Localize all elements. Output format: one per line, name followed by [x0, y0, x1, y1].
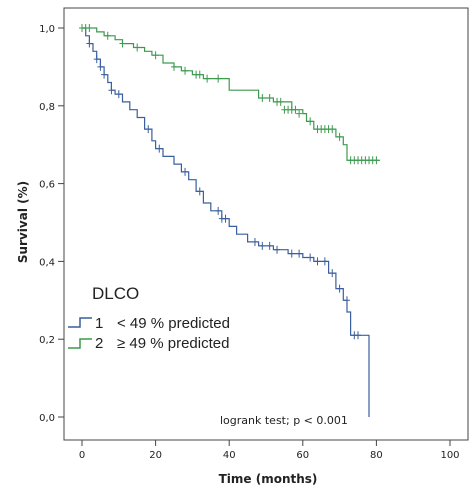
censor-mark-1 [329, 269, 336, 278]
censor-mark-2 [204, 74, 211, 83]
x-tick-label: 80 [370, 450, 383, 461]
x-axis-title: Time (months) [219, 472, 318, 486]
y-tick-label: 1,0 [39, 24, 55, 35]
censor-mark-2 [329, 125, 336, 134]
censor-mark-2 [196, 70, 203, 79]
censor-mark-1 [296, 249, 303, 258]
legend-title: DLCO [92, 284, 139, 303]
x-tick-label: 40 [223, 450, 236, 461]
censor-mark-2 [134, 43, 141, 52]
censor-mark-1 [355, 331, 361, 340]
legend-entry-2: 2 ≥ 49 % predicted [68, 335, 229, 352]
censor-mark-1 [97, 62, 104, 71]
censor-mark-1 [145, 125, 152, 134]
censor-mark-2 [182, 66, 189, 75]
censor-mark-2 [277, 97, 284, 106]
x-tick-label: 20 [149, 450, 162, 461]
censor-mark-1 [215, 206, 222, 215]
censor-mark-2 [86, 24, 93, 32]
censor-mark-2 [266, 94, 273, 103]
y-tick-label: 0,4 [39, 257, 55, 268]
censor-mark-2 [373, 156, 380, 165]
censor-mark-1 [156, 144, 163, 153]
legend-label-1: < 49 % predicted [117, 315, 230, 332]
logrank-annotation: logrank test; p < 0.001 [220, 414, 348, 427]
y-tick-label: 0,2 [39, 335, 55, 346]
censor-mark-1 [251, 237, 258, 246]
censor-mark-2 [259, 94, 266, 103]
censor-mark-1 [288, 249, 295, 258]
censor-mark-2 [215, 74, 222, 83]
censor-mark-1 [196, 187, 203, 196]
legend-swatch-1 [68, 317, 92, 328]
censor-mark-1 [115, 90, 122, 99]
censor-mark-2 [336, 132, 343, 141]
censor-mark-1 [222, 214, 229, 223]
censor-mark-1 [108, 86, 115, 95]
legend-label-2: ≥ 49 % predicted [117, 335, 229, 352]
legend-code-1: 1 [95, 315, 103, 332]
x-tick-label: 100 [440, 450, 459, 461]
x-tick-label: 0 [79, 450, 85, 461]
censor-mark-1 [93, 55, 100, 64]
censor-mark-2 [296, 109, 303, 118]
censor-mark-2 [152, 51, 159, 60]
y-axis-ticks: 0,0 0,2 0,4 0,6 0,8 1,0 [39, 24, 64, 424]
legend-swatch-2 [68, 338, 92, 349]
legend-code-2: 2 [95, 335, 103, 352]
censor-mark-2 [307, 117, 314, 126]
censor-mark-1 [259, 241, 266, 250]
censor-mark-1 [307, 253, 314, 262]
censor-mark-1 [336, 284, 343, 293]
censor-mark-1 [314, 257, 321, 266]
plot-frame [63, 7, 469, 441]
censor-mark-1 [343, 296, 350, 305]
censor-mark-2 [119, 39, 126, 48]
series-layer [79, 24, 381, 417]
censor-mark-2 [292, 105, 299, 114]
y-tick-label: 0,6 [39, 180, 55, 191]
y-tick-label: 0,0 [39, 413, 55, 424]
legend-entry-1: 1 < 49 % predicted [68, 315, 230, 332]
censor-mark-1 [274, 245, 281, 254]
censor-mark-1 [101, 70, 108, 79]
x-tick-label: 60 [296, 450, 309, 461]
censor-mark-2 [171, 62, 177, 71]
censor-mark-1 [321, 257, 328, 266]
censor-mark-2 [104, 31, 111, 40]
x-axis-ticks: 0 20 40 60 80 100 [79, 440, 460, 461]
censor-mark-1 [182, 167, 189, 176]
y-axis-title: Survival (%) [16, 181, 30, 263]
censor-mark-1 [266, 241, 273, 250]
y-tick-label: 0,8 [39, 102, 55, 113]
censor-mark-1 [86, 39, 93, 48]
